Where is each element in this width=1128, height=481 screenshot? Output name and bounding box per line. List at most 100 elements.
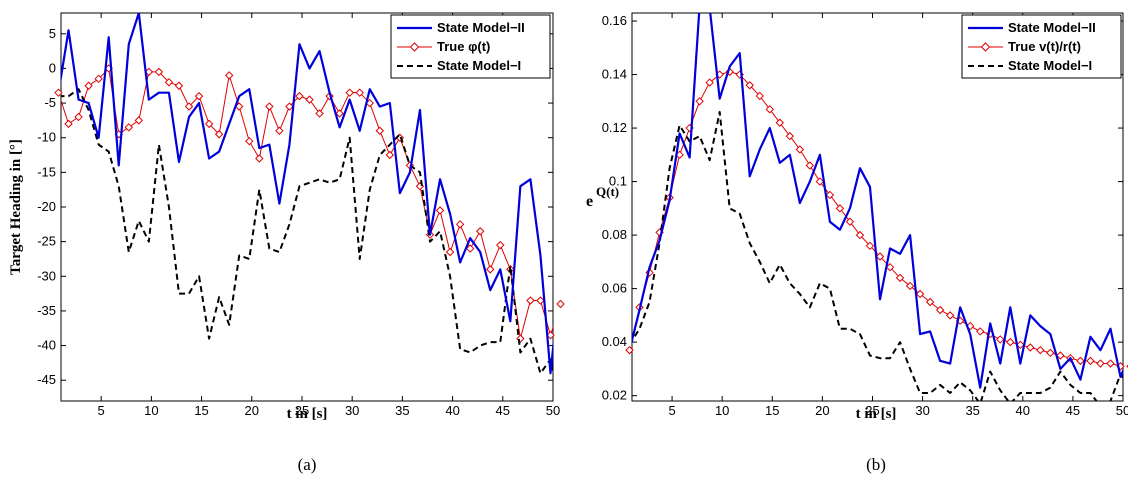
x-tick-label: 50 xyxy=(1116,403,1128,418)
data-point-truth xyxy=(945,311,955,320)
data-point-truth xyxy=(925,297,935,307)
data-point-truth xyxy=(164,78,174,87)
data-point-truth xyxy=(1106,359,1115,368)
series-layer xyxy=(625,13,1128,401)
data-point-truth xyxy=(335,109,344,118)
y-tick-label: 0.08 xyxy=(602,227,627,242)
data-point-truth xyxy=(435,206,445,215)
x-tick-label: 25 xyxy=(865,403,879,418)
legend-label-model1: State Model−I xyxy=(1008,58,1092,73)
data-point-truth xyxy=(275,126,284,135)
y-tick-label: -20 xyxy=(37,199,56,214)
caption-b: (b) xyxy=(866,455,886,474)
data-point-truth xyxy=(94,74,103,84)
legend-marker-truth xyxy=(409,42,420,52)
data-point-truth xyxy=(755,91,764,101)
data-point-truth xyxy=(355,88,364,97)
data-point-truth xyxy=(245,136,254,146)
y-axis-label: Target Heading in [°] xyxy=(8,139,24,275)
data-point-truth xyxy=(885,262,895,272)
caption-a: (a) xyxy=(298,455,317,474)
x-tick-label: 20 xyxy=(815,403,829,418)
series-line-model2 xyxy=(61,13,553,375)
data-point-truth xyxy=(345,88,354,97)
data-point-truth xyxy=(496,240,505,250)
data-point-truth xyxy=(1036,345,1045,355)
data-point-truth xyxy=(265,102,274,111)
data-point-truth xyxy=(1096,359,1105,368)
x-tick-label: 40 xyxy=(1016,403,1030,418)
data-point-truth xyxy=(785,131,795,141)
data-point-truth xyxy=(935,305,945,315)
data-point-truth xyxy=(865,241,875,251)
y-tick-label: -45 xyxy=(37,372,56,387)
x-tick-label: 10 xyxy=(715,403,729,418)
data-point-truth xyxy=(445,247,455,257)
data-point-truth xyxy=(385,150,395,160)
data-point-truth xyxy=(54,88,63,97)
legend-label-truth: True φ(t) xyxy=(437,39,490,54)
y-tick-label: -35 xyxy=(37,303,56,318)
x-tick-label: 45 xyxy=(496,403,510,418)
data-point-truth xyxy=(976,327,985,336)
y-tick-label: 5 xyxy=(49,26,56,41)
data-point-truth xyxy=(815,177,825,186)
x-tick-label: 25 xyxy=(295,403,309,418)
data-point-truth xyxy=(745,81,754,90)
y-tick-label: 0.14 xyxy=(602,67,627,82)
data-point-truth xyxy=(184,102,194,111)
data-point-truth xyxy=(1086,356,1095,366)
x-tick-label: 15 xyxy=(765,403,779,418)
legend-label-model1: State Model−I xyxy=(437,58,521,73)
data-point-truth xyxy=(465,244,475,253)
legend: State Model−II True φ(t) State Model−I xyxy=(390,14,551,79)
x-tick-label: 35 xyxy=(395,403,409,418)
x-tick-label: 5 xyxy=(668,403,675,418)
data-point-truth xyxy=(996,335,1005,344)
data-point-truth xyxy=(224,71,234,80)
data-point-truth xyxy=(285,102,294,111)
series-line-model1 xyxy=(632,111,1123,401)
x-tick-label: 40 xyxy=(445,403,459,418)
data-point-truth xyxy=(134,116,144,125)
y-tick-label: -30 xyxy=(37,268,56,283)
y-tick-label: 0 xyxy=(49,60,56,75)
data-point-truth xyxy=(174,81,184,90)
data-point-truth xyxy=(695,97,704,106)
data-point-truth xyxy=(375,126,385,135)
data-point-truth xyxy=(64,119,73,129)
y-tick-label: -10 xyxy=(37,130,56,145)
data-point-truth xyxy=(775,118,785,127)
x-tick-label: 50 xyxy=(546,403,560,418)
y-axis-label: e Q(t) xyxy=(586,184,619,210)
data-point-truth xyxy=(154,67,164,77)
chart-panel-b: 5 10 15 20 25 30 35 40 45 50 0.16 0.14 0.12 0.1 0.08 0.… xyxy=(586,12,1128,474)
x-tick-label: 20 xyxy=(245,403,259,418)
data-point-truth xyxy=(1056,351,1065,360)
data-point-truth xyxy=(875,252,885,261)
tick-layer: 5 10 15 20 25 30 35 40 45 50 0.16 0.14 0.12 0.1 0.08 0.… xyxy=(602,13,1128,418)
data-point-truth xyxy=(84,81,93,90)
legend-label-truth: True v(t)/r(t) xyxy=(1008,39,1081,54)
data-point-truth xyxy=(1026,343,1035,352)
data-point-truth xyxy=(305,95,314,104)
data-point-truth xyxy=(486,265,495,274)
x-tick-label: 35 xyxy=(965,403,979,418)
data-point-truth xyxy=(855,230,865,240)
series-layer xyxy=(54,13,565,375)
data-point-truth xyxy=(845,217,855,226)
x-tick-label: 30 xyxy=(345,403,359,418)
data-point-truth xyxy=(625,345,634,355)
legend-label-model2: State Model−II xyxy=(437,20,525,35)
data-point-truth xyxy=(455,220,465,229)
data-point-truth xyxy=(1076,356,1085,366)
x-tick-label: 45 xyxy=(1066,403,1080,418)
y-axis-label-base: e xyxy=(586,193,593,210)
data-point-truth xyxy=(825,190,835,200)
y-tick-label: 0.02 xyxy=(602,388,627,403)
y-tick-label: -15 xyxy=(37,164,56,179)
series-line-model1 xyxy=(61,88,553,375)
x-tick-label: 30 xyxy=(915,403,929,418)
x-axis-label: t in [s] xyxy=(856,406,897,422)
